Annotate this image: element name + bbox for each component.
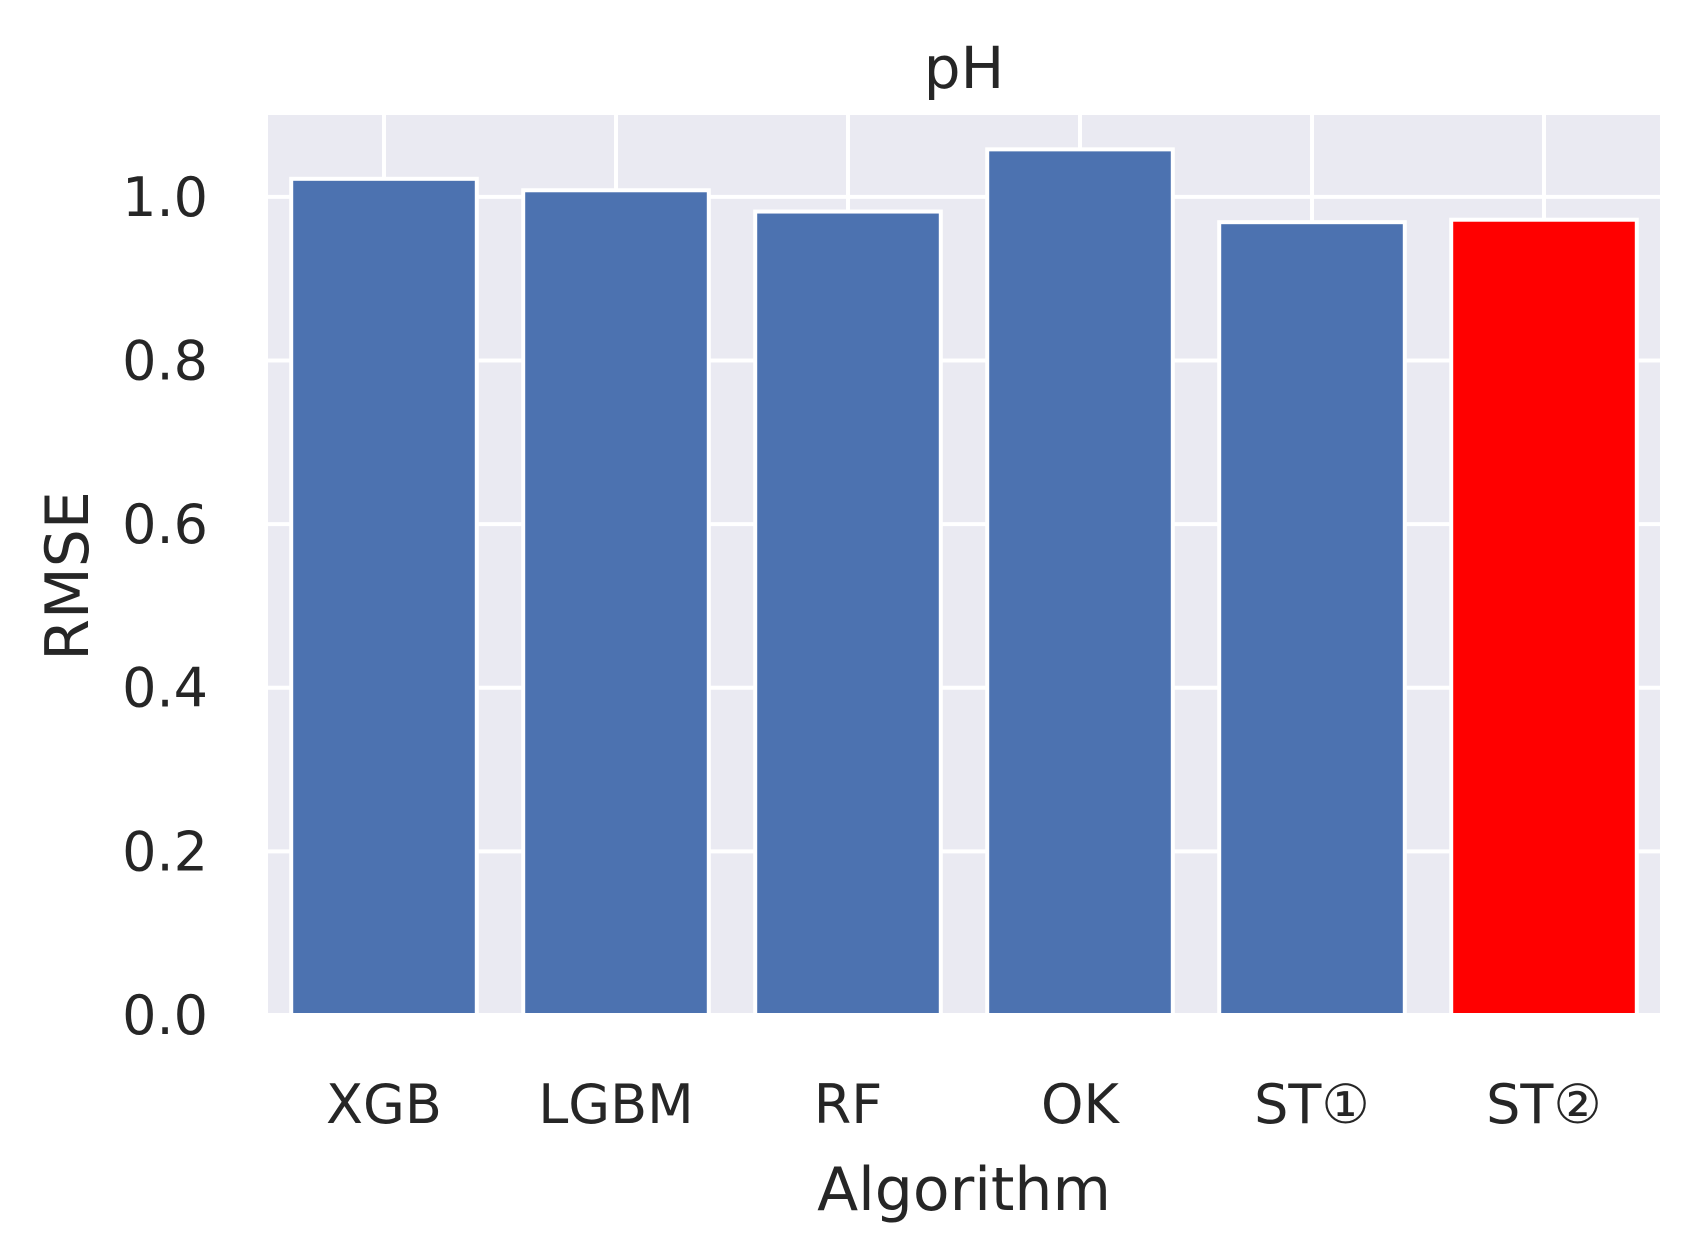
bar-XGB (289, 176, 479, 1017)
bar-ST② (1449, 217, 1639, 1017)
y-tick-label: 1.0 (122, 166, 208, 229)
y-axis-label: RMSE (33, 491, 103, 660)
chart-title: pH (924, 34, 1004, 102)
bar-ST① (1217, 220, 1407, 1017)
bar-LGBM (521, 188, 711, 1018)
y-tick-label: 0.2 (122, 820, 208, 883)
x-tick-label: OK (1041, 1073, 1121, 1136)
y-tick-label: 0.0 (122, 984, 208, 1047)
x-tick-label: RF (814, 1073, 883, 1136)
y-tick-label: 0.6 (122, 493, 208, 556)
bars (289, 147, 1639, 1018)
bar-RF (753, 209, 943, 1017)
x-tick-labels: XGB LGBM RF OK ST① ST② (326, 1073, 1602, 1136)
y-tick-label: 0.4 (122, 657, 208, 720)
x-tick-label: LGBM (538, 1073, 694, 1136)
y-tick-label: 0.8 (122, 329, 208, 392)
x-axis-label: Algorithm (817, 1155, 1111, 1225)
x-tick-label: ST① (1254, 1073, 1370, 1136)
y-tick-labels: 0.0 0.2 0.4 0.6 0.8 1.0 (122, 166, 208, 1047)
x-tick-label: ST② (1486, 1073, 1602, 1136)
plot-area (268, 115, 1660, 1015)
bar-OK (985, 147, 1175, 1017)
x-tick-label: XGB (326, 1073, 442, 1136)
